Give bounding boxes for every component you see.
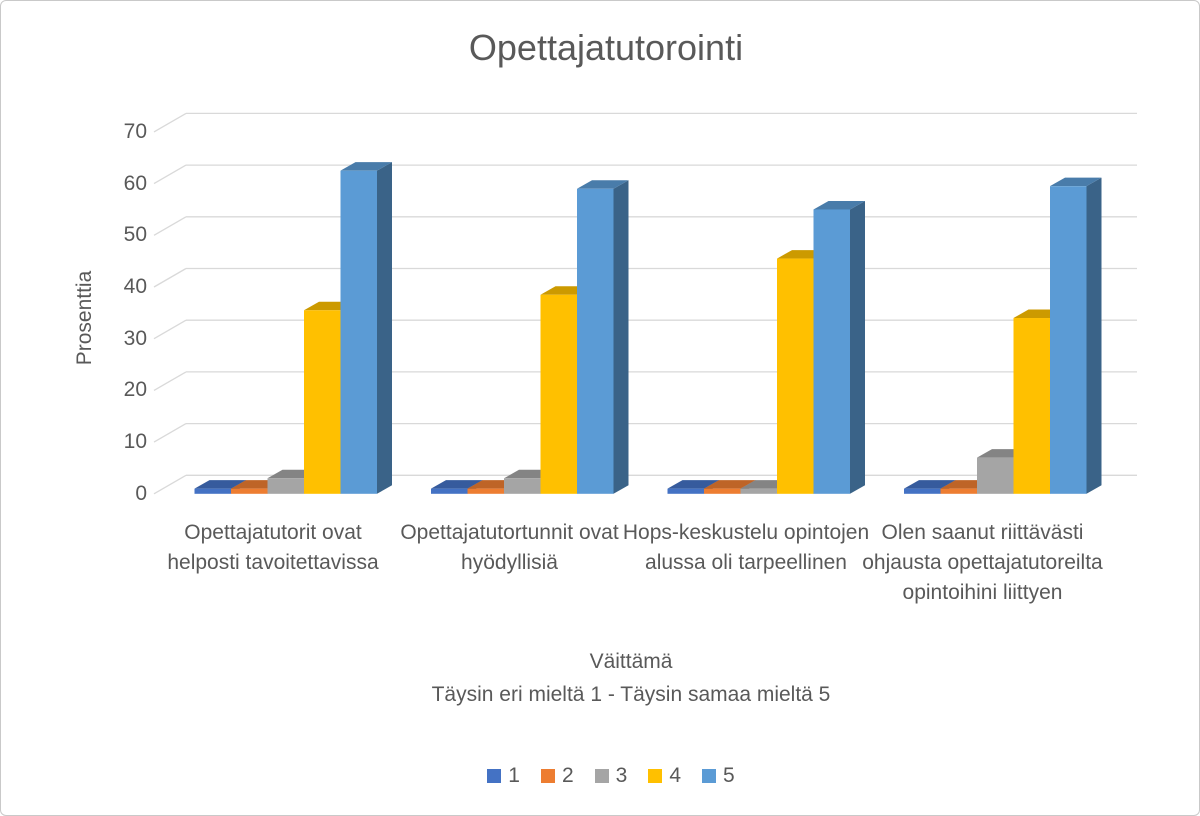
y-tick-label: 20: [123, 378, 147, 402]
y-tick-label: 50: [123, 223, 147, 247]
legend-swatch-icon: [487, 769, 502, 783]
legend-label: 3: [615, 764, 628, 787]
legend-item-1: 1: [487, 762, 520, 790]
legend-label: 5: [723, 764, 735, 787]
category-label: Olen saanut riittävästi ohjausta opettaj…: [862, 521, 1103, 604]
y-tick-label: 30: [123, 326, 147, 350]
bar-series-5-cat-4: [1050, 177, 1102, 494]
legend-swatch-icon: [648, 769, 663, 783]
gridline-tick-connector: [153, 371, 187, 391]
category-label: Opettajatutorit ovat helposti tavoitetta…: [167, 521, 379, 574]
y-tick-label: 60: [123, 171, 147, 195]
bar-series-5-cat-3: [813, 200, 865, 494]
bar-series-5-cat-2: [577, 180, 629, 494]
chart-title: Opettajatutorointi: [468, 27, 744, 68]
legend-item-3: 3: [594, 762, 628, 790]
y-tick-label: 70: [123, 119, 147, 143]
legend-swatch-icon: [702, 769, 717, 783]
legend-item-4: 4: [648, 762, 681, 790]
category-label: Opettajatutortunnit ovat hyödyllisiä: [400, 521, 619, 574]
legend-item-2: 2: [540, 762, 574, 790]
gridline-tick-connector: [153, 319, 187, 340]
legend-label: 2: [561, 764, 574, 787]
legend-item-5: 5: [702, 762, 735, 790]
x-axis-subtitle: Täysin eri mieltä 1 - Täysin samaa mielt…: [431, 683, 831, 706]
legend-swatch-icon: [540, 769, 555, 783]
legend-label: 1: [508, 764, 520, 787]
y-tick-label: 0: [135, 481, 147, 505]
bar-series-5-cat-1: [340, 162, 392, 494]
legend: 1 2 3 4 5: [1, 762, 1199, 790]
legend-swatch-icon: [594, 769, 609, 783]
gridline-tick-connector: [153, 423, 187, 443]
x-axis-title: Väittämä: [589, 650, 673, 673]
gridline-tick-connector: [153, 112, 187, 133]
y-tick-label: 40: [123, 275, 147, 298]
y-tick-label: 10: [123, 430, 147, 454]
gridline-tick-connector: [153, 474, 187, 495]
category-label: Hops-keskustelu opintojen alussa oli tar…: [622, 521, 870, 574]
legend-label: 4: [669, 764, 682, 787]
gridline-tick-connector: [153, 216, 187, 236]
gridline-tick-connector: [153, 164, 187, 185]
gridline-tick-connector: [153, 267, 187, 288]
